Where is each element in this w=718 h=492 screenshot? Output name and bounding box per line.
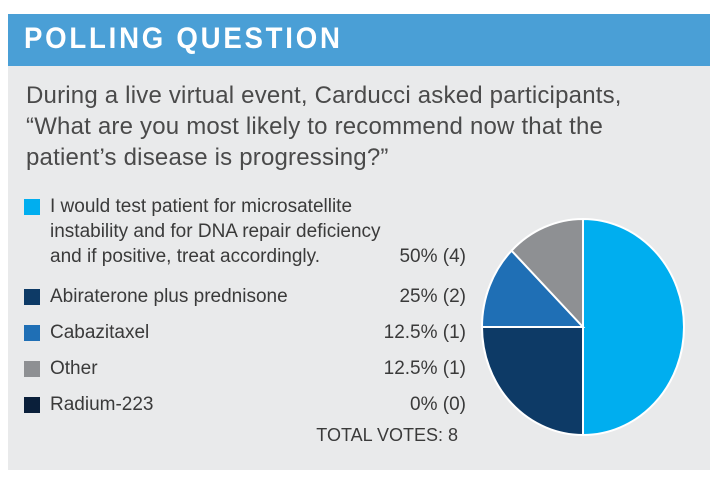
legend-swatch <box>24 397 40 413</box>
pie-slice-cabazitaxel <box>480 249 586 328</box>
legend-swatch <box>24 361 40 377</box>
option-value: 12.5% (1) <box>383 322 466 343</box>
question-line-1: During a live virtual event, Carducci as… <box>26 82 622 109</box>
pie-slice-msi-testing <box>582 217 685 437</box>
question-text: During a live virtual event, Carducci as… <box>26 80 696 173</box>
pie-slice-abiraterone <box>480 326 584 437</box>
polling-card: POLLING QUESTION During a live virtual e… <box>8 14 710 470</box>
option-label-line-1: I would test patient for microsatellite <box>50 196 353 217</box>
pie-slice-other <box>510 217 584 330</box>
question-line-2: “What are you most likely to recommend n… <box>26 113 604 140</box>
option-value: 50% (4) <box>399 246 466 267</box>
question-line-3: patient’s disease is progressing?” <box>26 144 389 171</box>
header-bar: POLLING QUESTION <box>8 14 710 66</box>
option-value: 12.5% (1) <box>383 358 466 379</box>
option-value: 25% (2) <box>399 286 466 307</box>
option-label-line-2: instability and for DNA repair deficienc… <box>50 221 381 242</box>
option-label-line-3: and if positive, treat accordingly. <box>50 246 321 267</box>
option-label: Radium-223 <box>50 394 154 415</box>
legend-swatch <box>24 199 40 215</box>
header-title: POLLING QUESTION <box>24 22 343 55</box>
option-label: Cabazitaxel <box>50 322 150 343</box>
option-value: 0% (0) <box>410 394 466 415</box>
option-label: Abiraterone plus prednisone <box>50 286 288 307</box>
option-label: Other <box>50 358 98 379</box>
pie-chart <box>480 217 685 437</box>
legend-swatch <box>24 289 40 305</box>
total-votes: TOTAL VOTES: 8 <box>316 425 458 445</box>
legend-swatch <box>24 325 40 341</box>
